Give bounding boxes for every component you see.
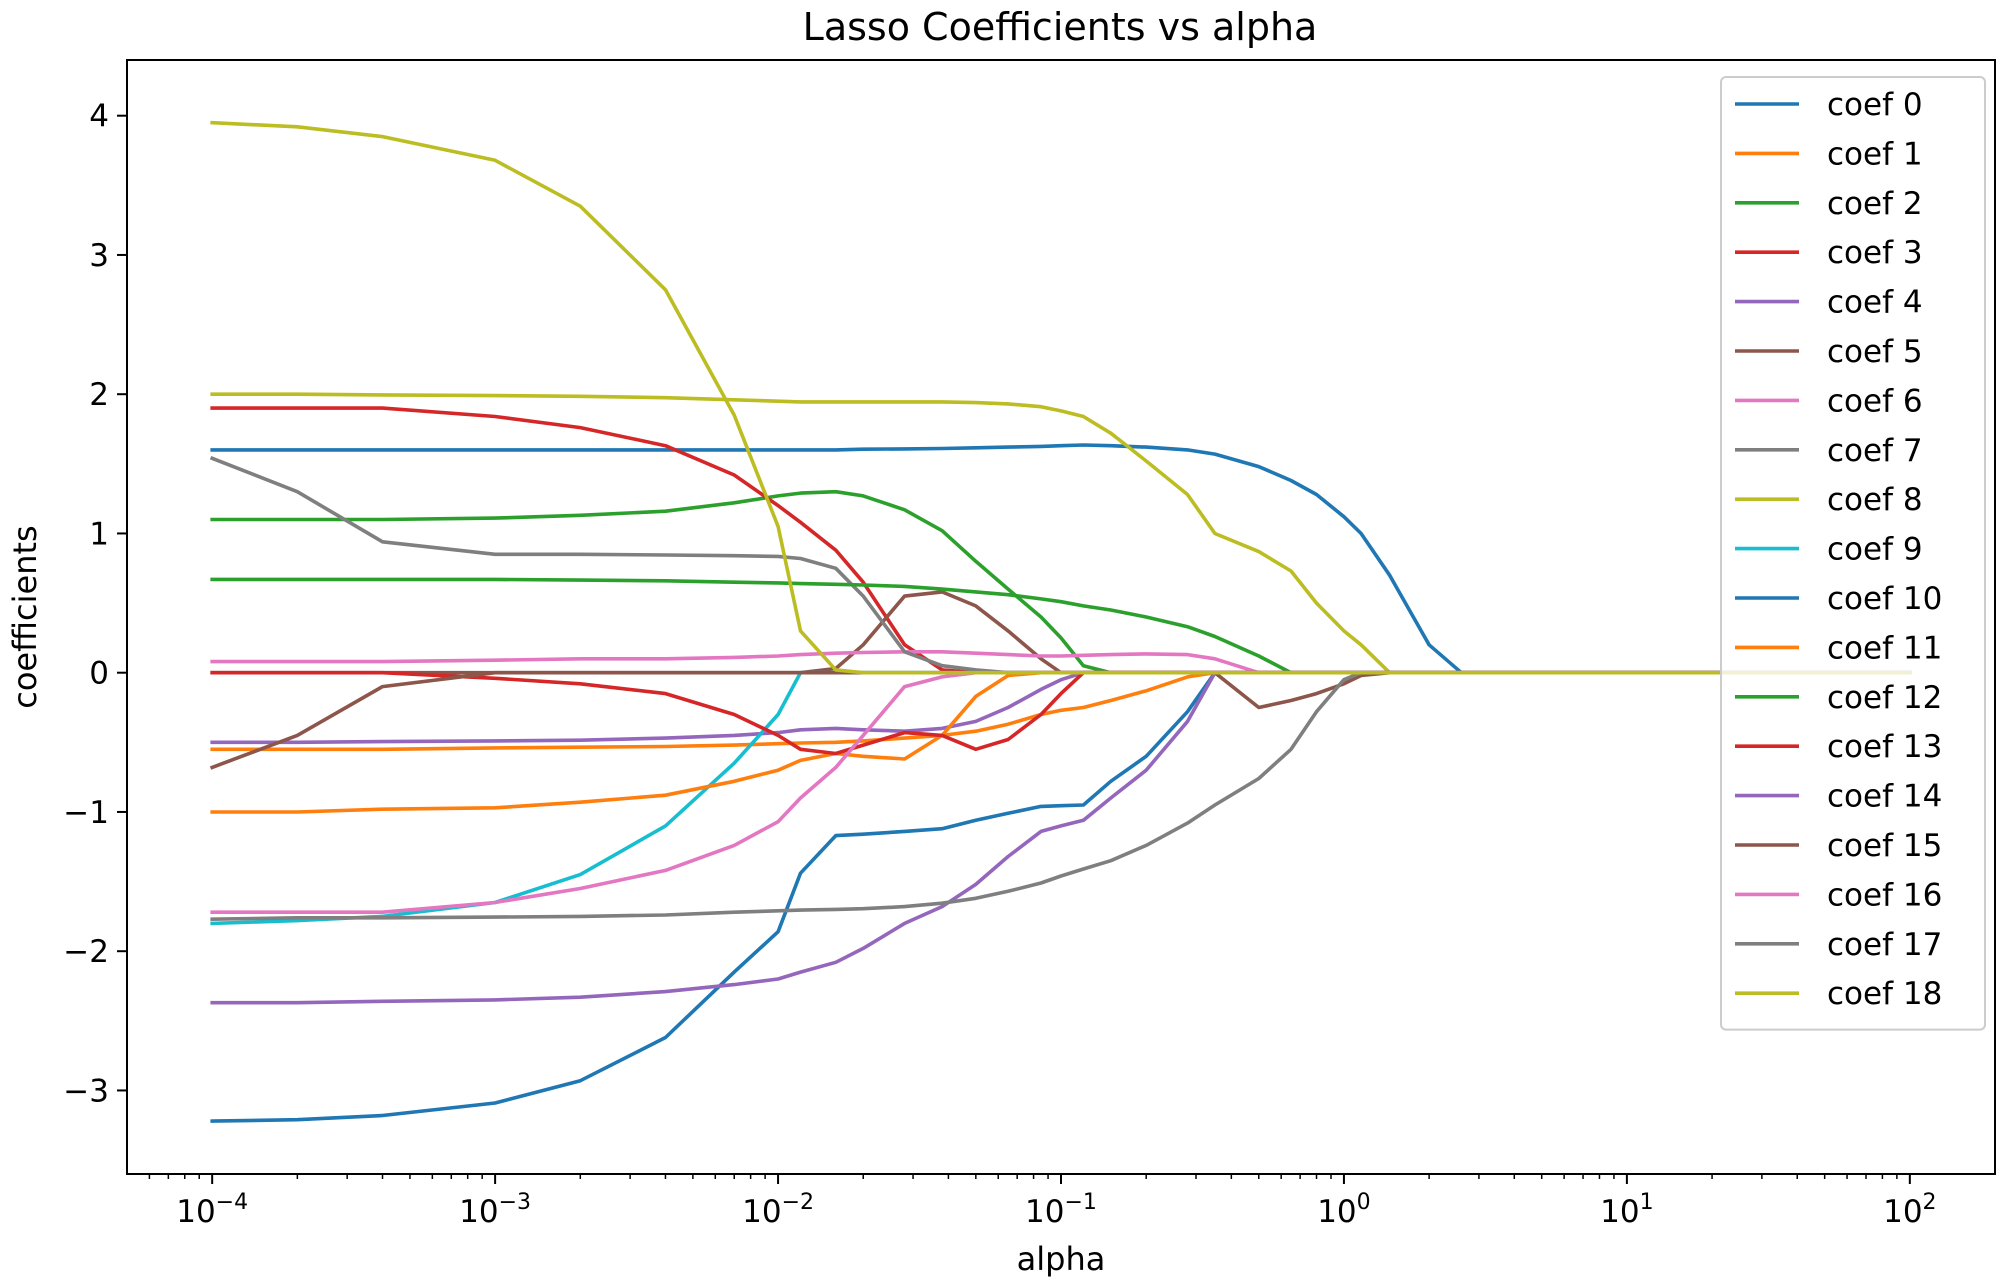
legend-label: coef 16 bbox=[1827, 877, 1942, 913]
y-axis-label: coefficients bbox=[6, 525, 44, 708]
legend-label: coef 6 bbox=[1827, 383, 1923, 419]
y-tick-label: 0 bbox=[89, 656, 109, 692]
legend-label: coef 8 bbox=[1827, 482, 1923, 518]
legend-label: coef 1 bbox=[1827, 136, 1923, 172]
x-axis-label: alpha bbox=[1017, 1240, 1106, 1278]
x-axis: 10−4 10−3 10−2 10−1 100 101 102 bbox=[148, 1174, 1937, 1230]
legend-label: coef 0 bbox=[1827, 87, 1923, 123]
series-line-coef-18 bbox=[210, 120, 1912, 675]
legend-label: coef 2 bbox=[1827, 186, 1923, 222]
y-axis: −3 −2 −1 0 1 2 3 4 bbox=[63, 99, 127, 1109]
x-tick-label: 102 bbox=[1883, 1190, 1936, 1230]
x-tick-label: 100 bbox=[1317, 1190, 1370, 1230]
y-tick-label: 2 bbox=[89, 377, 109, 413]
x-tick-label: 10−1 bbox=[1025, 1190, 1097, 1230]
legend-label: coef 17 bbox=[1827, 927, 1942, 963]
y-tick-label: −1 bbox=[63, 795, 109, 831]
legend-label: coef 9 bbox=[1827, 532, 1923, 568]
legend-label: coef 3 bbox=[1827, 235, 1923, 271]
x-tick-label: 10−2 bbox=[742, 1190, 814, 1230]
plot-lines bbox=[209, 120, 1912, 1123]
x-tick-label: 10−4 bbox=[176, 1190, 248, 1230]
chart-title: Lasso Coefficients vs alpha bbox=[803, 5, 1318, 49]
x-tick-label: 10−3 bbox=[459, 1190, 531, 1230]
legend-label: coef 4 bbox=[1827, 285, 1923, 321]
y-tick-label: 3 bbox=[89, 238, 109, 274]
legend-label: coef 15 bbox=[1827, 828, 1942, 864]
legend-label: coef 12 bbox=[1827, 680, 1942, 716]
x-tick-label: 101 bbox=[1600, 1190, 1653, 1230]
legend-label: coef 10 bbox=[1827, 581, 1942, 617]
legend-label: coef 13 bbox=[1827, 729, 1942, 765]
legend-label: coef 5 bbox=[1827, 334, 1923, 370]
y-tick-label: −2 bbox=[63, 934, 109, 970]
legend-label: coef 14 bbox=[1827, 779, 1942, 815]
legend-box bbox=[1720, 76, 1986, 1031]
legend-label: coef 18 bbox=[1827, 976, 1942, 1012]
series-line-coef-8 bbox=[210, 392, 1912, 675]
y-tick-label: 4 bbox=[89, 99, 109, 135]
legend-label: coef 7 bbox=[1827, 433, 1923, 469]
legend: coef 0 coef 1 coef 2 coef 3 coef 4 coef 5 coef… bbox=[1720, 76, 1986, 1031]
y-tick-label: 1 bbox=[89, 516, 109, 552]
legend-label: coef 11 bbox=[1827, 630, 1942, 666]
y-tick-label: −3 bbox=[63, 1073, 109, 1109]
